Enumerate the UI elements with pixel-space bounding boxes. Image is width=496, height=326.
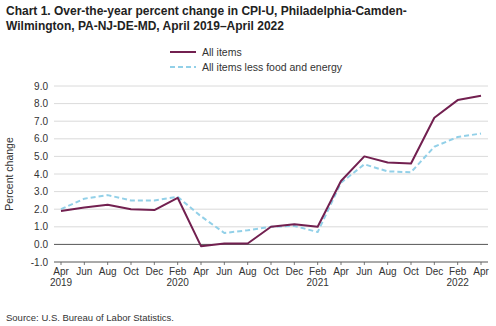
zero-line (54, 244, 488, 245)
x-tick-label: Aug (99, 266, 117, 277)
x-tick-label-line: Oct (403, 266, 419, 277)
x-tick-label-line: Jun (216, 266, 232, 277)
y-tick-label: 9.0 (34, 81, 48, 92)
x-tick-label-line: 2021 (307, 277, 330, 288)
y-tick-label: 3.0 (34, 186, 48, 197)
x-tick-label-line: Oct (263, 266, 279, 277)
x-tick (457, 262, 458, 265)
x-tick-label-line: 2019 (50, 277, 73, 288)
y-axis: -1.0 0.0 1.0 2.0 3.0 4.0 5.0 6.0 7.0 8.0 9.0 (31, 81, 49, 268)
x-tick (387, 262, 388, 265)
legend-swatch (170, 66, 196, 68)
x-tick-label: Apr (193, 266, 209, 277)
y-tick-label: 8.0 (34, 98, 48, 109)
x-tick (107, 262, 108, 265)
x-tick-label: Apr2019 (50, 266, 73, 288)
x-tick-label-line: Apr (473, 266, 489, 277)
x-tick-label-line: Dec (425, 266, 443, 277)
x-tick (247, 262, 248, 265)
x-tick (294, 262, 295, 265)
x-tick-label-line: Feb (449, 266, 467, 277)
x-tick-label: Oct (403, 266, 419, 277)
source: Source: U.S. Bureau of Labor Statistics. (6, 312, 174, 323)
x-tick (224, 262, 225, 265)
x-tick (201, 262, 202, 265)
x-tick-label-line: Jun (356, 266, 372, 277)
grid-line (54, 209, 488, 210)
x-tick-label: Aug (379, 266, 397, 277)
x-tick (177, 262, 178, 265)
y-axis-label: Percent change (3, 137, 15, 211)
x-tick-label-line: Apr (193, 266, 209, 277)
grid-line (54, 121, 488, 122)
x-axis: Apr2019JunAugOctDecFeb2020AprJunAugOctDe… (50, 262, 490, 288)
y-tick-label: -1.0 (31, 257, 49, 268)
grid (54, 86, 488, 262)
x-tick-label-line: Oct (123, 266, 139, 277)
x-tick (481, 262, 482, 265)
x-tick (317, 262, 318, 265)
legend-swatch (170, 51, 196, 53)
chart: Chart 1. Over-the-year percent change in… (0, 0, 496, 326)
x-tick (411, 262, 412, 265)
x-tick-label-line: Dec (285, 266, 303, 277)
x-tick (131, 262, 132, 265)
y-tick-label: 0.0 (34, 239, 48, 250)
x-tick-label: Feb2020 (167, 266, 190, 288)
x-tick-label: Jun (356, 266, 372, 277)
x-tick-label: Dec (425, 266, 443, 277)
title: Chart 1. Over-the-year percent change in… (6, 4, 407, 18)
x-tick-label-line: Feb (169, 266, 187, 277)
x-tick-label: Dec (285, 266, 303, 277)
x-tick-label-line: 2020 (167, 277, 190, 288)
grid-line (54, 156, 488, 157)
x-tick-label-line: Aug (239, 266, 257, 277)
x-tick (434, 262, 435, 265)
series-line (61, 96, 481, 246)
x-tick-label-line: Dec (145, 266, 163, 277)
x-tick-label: Aug (239, 266, 257, 277)
y-tick-label: 4.0 (34, 169, 48, 180)
y-tick-label: 2.0 (34, 204, 48, 215)
x-tick-label-line: Apr (333, 266, 349, 277)
x-tick-label: Jun (76, 266, 92, 277)
x-tick-label-line: Feb (309, 266, 327, 277)
x-tick-label: Dec (145, 266, 163, 277)
x-tick (154, 262, 155, 265)
x-tick (271, 262, 272, 265)
background (0, 0, 496, 326)
x-tick-label: Oct (123, 266, 139, 277)
y-tick-label: 6.0 (34, 133, 48, 144)
grid-line (54, 103, 488, 104)
x-tick-label: Feb2022 (447, 266, 470, 288)
y-tick-label: 1.0 (34, 221, 48, 232)
x-tick (341, 262, 342, 265)
grid-line (54, 174, 488, 175)
x-tick-label: Apr (473, 266, 489, 277)
x-tick (364, 262, 365, 265)
x-tick (61, 262, 62, 265)
x-tick-label-line: Jun (76, 266, 92, 277)
x-tick-label: Apr (333, 266, 349, 277)
grid-line (54, 191, 488, 192)
x-tick-label-line: Aug (379, 266, 397, 277)
x-tick-label-line: 2022 (447, 277, 470, 288)
y-tick-label: 5.0 (34, 151, 48, 162)
x-tick-label: Oct (263, 266, 279, 277)
x-tick-label-line: Apr (53, 266, 69, 277)
title: Wilmington, PA-NJ-DE-MD, April 2019–Apri… (6, 19, 284, 33)
grid-line (54, 86, 488, 87)
x-tick-label-line: Aug (99, 266, 117, 277)
legend-label: All items (202, 46, 242, 58)
legend: All items All items less food and energy (170, 46, 343, 73)
x-tick-label: Feb2021 (307, 266, 330, 288)
y-tick-label: 7.0 (34, 116, 48, 127)
x-tick-label: Jun (216, 266, 232, 277)
legend-label: All items less food and energy (202, 61, 343, 73)
lines (61, 96, 481, 246)
x-tick (84, 262, 85, 265)
